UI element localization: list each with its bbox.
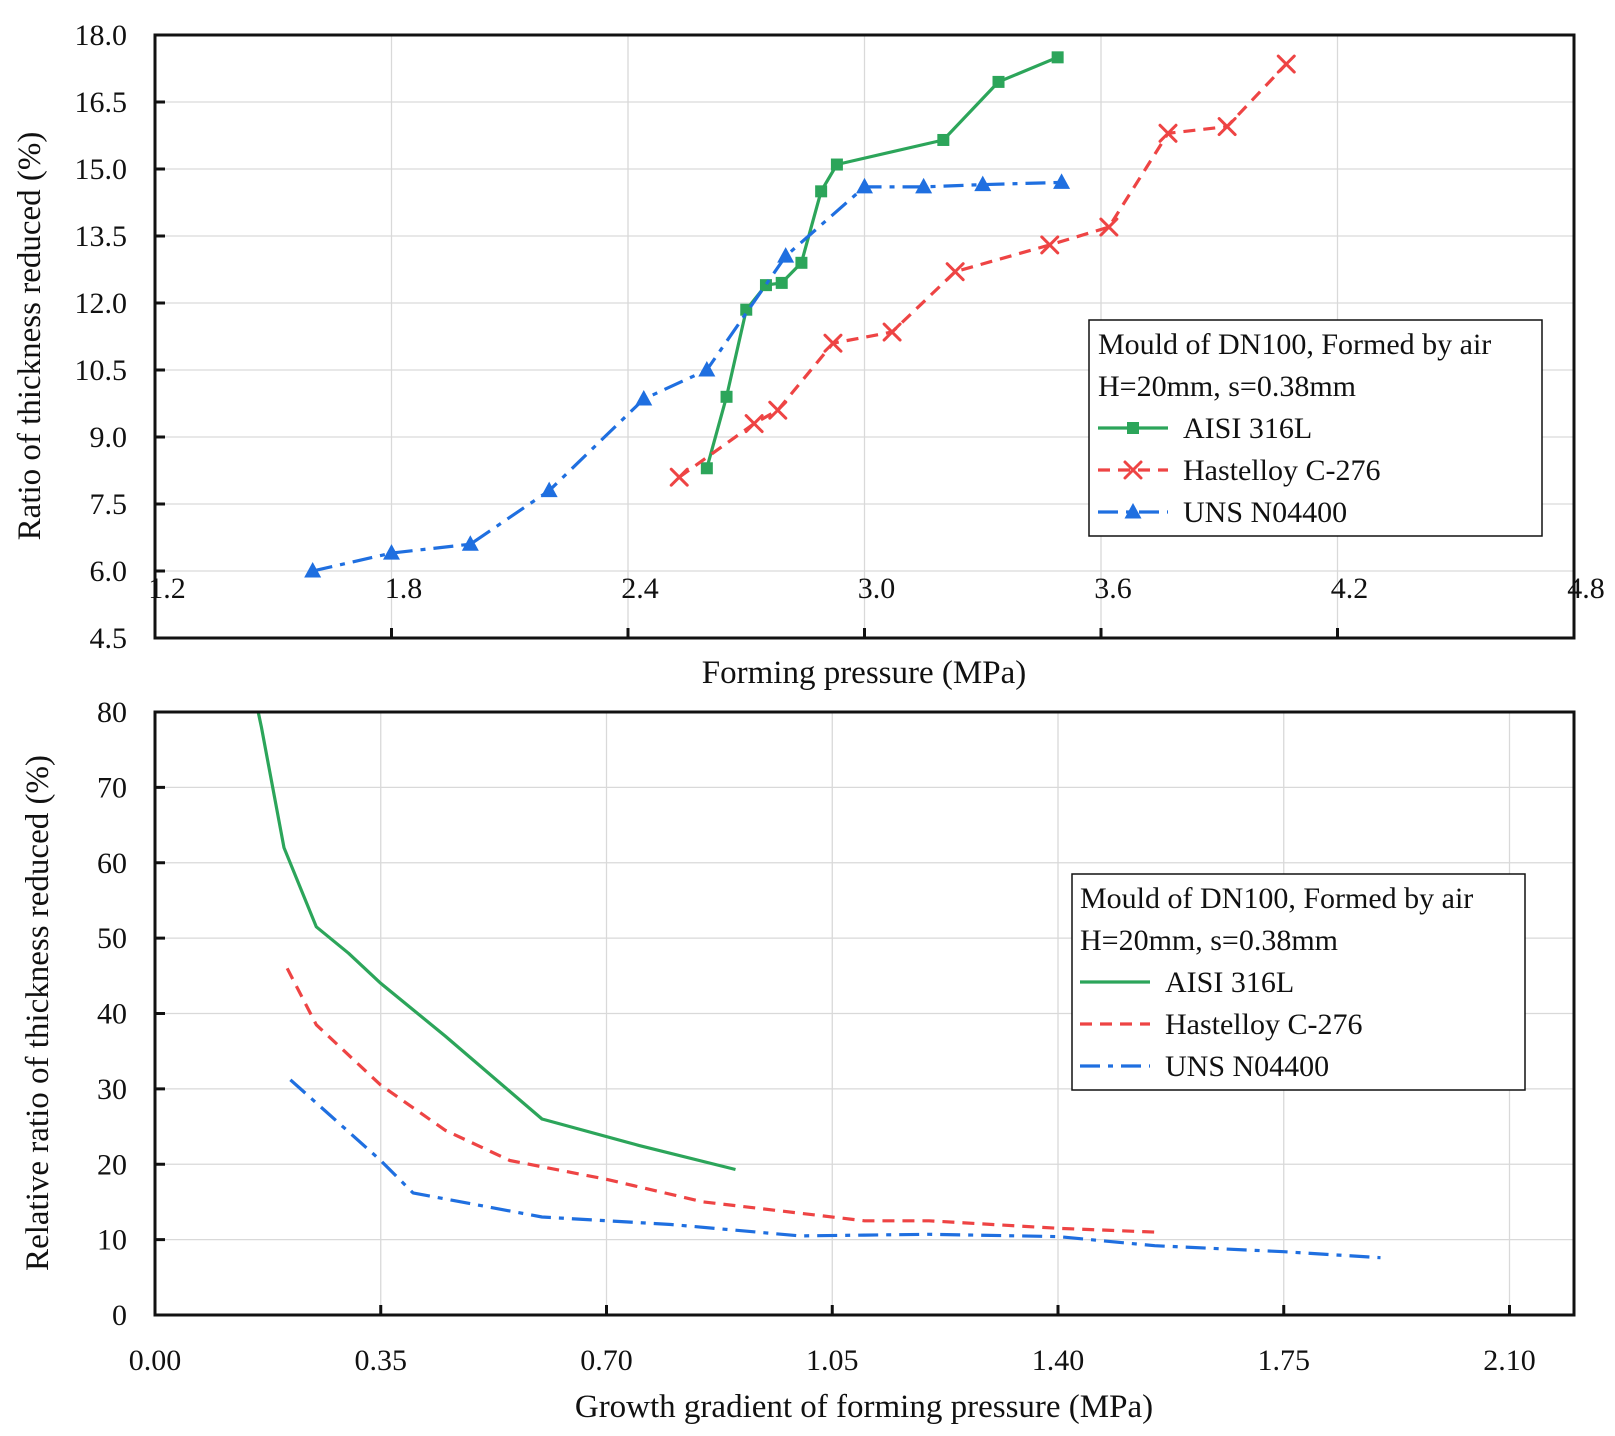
top-chart-data-point-hastelloy-c-276 (744, 414, 764, 434)
top-chart-x-tick-label: 1.8 (385, 572, 423, 605)
top-chart-legend-swatch-aisi-316l (1098, 422, 1168, 434)
bottom-chart-y-tick-label: 50 (97, 922, 127, 955)
bottom-chart-series-layer (256, 711, 1381, 1260)
bottom-chart-y-tick-label: 20 (97, 1148, 127, 1181)
top-chart-legend: Mould of DN100, Formed by air H=20mm, s=… (1088, 319, 1543, 537)
top-chart-data-point-uns-n04400 (915, 177, 933, 194)
top-chart-legend-marker-hastelloy-c-276 (1123, 460, 1143, 480)
top-chart-legend-swatch-uns (1098, 503, 1168, 519)
bottom-chart-x-tick-label: 1.40 (1032, 1344, 1085, 1377)
top-chart-x-axis-title: Forming pressure (MPa) (702, 655, 1026, 691)
top-chart-y-tick-label: 7.5 (90, 488, 128, 521)
top-chart-x-tick-label: 2.4 (621, 572, 659, 605)
top-chart-x-tick-label: 4.8 (1567, 572, 1605, 605)
bottom-chart-y-tick-label: 30 (97, 1073, 127, 1106)
bottom-chart-legend: Mould of DN100, Formed by air H=20mm, s=… (1071, 873, 1526, 1091)
top-chart-y-tick-label: 18.0 (75, 19, 128, 52)
top-chart-data-point-aisi-316l (720, 390, 733, 403)
top-chart-data-point-uns-n04400 (856, 177, 873, 194)
bottom-chart-y-tick-label: 60 (97, 847, 127, 880)
bottom-chart-y-tick-label: 0 (112, 1299, 127, 1332)
top-chart-y-tick-label: 16.5 (75, 86, 128, 119)
bottom-chart-legend-label-uns: UNS N04400 (1165, 1050, 1329, 1083)
top-chart-legend-swatch-hastelloy (1098, 460, 1168, 480)
bottom-chart-series-line-hastelloy-c-276 (285, 967, 1155, 1234)
top-chart-series-line-hastelloy-c-276 (678, 62, 1288, 479)
bottom-chart-y-tick-label: 40 (97, 998, 127, 1031)
top-chart-data-point-hastelloy-c-276 (1217, 117, 1237, 137)
bottom-chart-x-tick-label: 0.00 (129, 1344, 182, 1377)
top-chart-data-point-uns-n04400 (461, 535, 479, 551)
top-chart-y-tick-label: 6.0 (90, 555, 128, 588)
bottom-chart-legend-label-aisi-316l: AISI 316L (1165, 966, 1294, 999)
top-chart-data-point-hastelloy-c-276 (669, 467, 689, 487)
top-chart-data-point-hastelloy-c-276 (1099, 217, 1119, 237)
top-chart-y-tick-label: 10.5 (75, 354, 128, 387)
top-chart-data-point-aisi-316l (937, 133, 950, 146)
top-chart-legend-label-aisi-316l: AISI 316L (1183, 412, 1312, 445)
top-chart-data-point-uns-n04400 (304, 562, 322, 578)
top-chart-data-point-aisi-316l (1051, 51, 1064, 64)
top-chart-data-point-uns-n04400 (635, 390, 653, 406)
bottom-chart-x-tick-label: 1.75 (1258, 1344, 1311, 1377)
top-chart-data-point-uns-n04400 (974, 175, 992, 192)
top-chart-data-point-aisi-316l (775, 276, 788, 289)
top-chart-y-tick-label: 15.0 (75, 153, 128, 186)
top-chart-y-tick-label: 13.5 (75, 220, 128, 253)
top-chart-y-axis-title: Ratio of thickness reduced (%) (12, 132, 48, 541)
bottom-chart-series-line-uns-n04400 (289, 1078, 1381, 1260)
top-chart-legend-label-hastelloy: Hastelloy C-276 (1183, 454, 1380, 487)
top-chart-y-tick-label: 4.5 (90, 622, 128, 655)
bottom-chart-x-tick-label: 2.10 (1483, 1344, 1536, 1377)
top-chart-data-point-uns-n04400 (1053, 173, 1071, 189)
bottom-chart-x-axis-title: Growth gradient of forming pressure (MPa… (575, 1389, 1153, 1425)
bottom-chart-y-axis-title: Relative ratio of thickness reduced (%) (20, 755, 56, 1271)
top-chart-data-point-aisi-316l (815, 185, 828, 198)
top-chart-x-tick-label: 3.6 (1094, 572, 1132, 605)
top-chart-data-point-hastelloy-c-276 (1040, 235, 1060, 255)
top-chart-y-tick-label: 12.0 (75, 287, 128, 320)
top-chart-legend-marker-aisi-316l (1127, 422, 1139, 434)
bottom-chart-x-tick-label: 0.70 (580, 1344, 633, 1377)
top-chart-axes: 1.2 1.8 2.4 3.0 3.6 4.2 4.8 4.5 6.0 7.5 9.0 10.5 12.… (75, 19, 1605, 655)
top-chart-data-point-uns-n04400 (698, 361, 716, 377)
top-chart-data-point-aisi-316l (795, 256, 808, 269)
top-chart-x-tick-label: 1.2 (148, 572, 186, 605)
top-chart-legend-marker-uns-n04400 (1124, 503, 1142, 519)
bottom-chart-series-line-aisi-316l (256, 711, 736, 1172)
top-chart-x-tick-label: 4.2 (1331, 572, 1369, 605)
bottom-chart-legend-header-line1: Mould of DN100, Formed by air (1080, 882, 1473, 915)
bottom-chart-y-tick-label: 80 (97, 696, 127, 729)
bottom-chart-x-tick-label: 1.05 (806, 1344, 859, 1377)
top-chart-data-point-aisi-316l (700, 462, 713, 475)
top-chart-x-tick-label: 3.0 (858, 572, 896, 605)
top-chart-series-layer (304, 51, 1296, 578)
top-chart-y-tick-label: 9.0 (90, 421, 128, 454)
top-chart-legend-header-line1: Mould of DN100, Formed by air (1098, 328, 1491, 361)
top-chart-data-point-hastelloy-c-276 (1158, 123, 1178, 143)
top-chart-data-point-aisi-316l (830, 158, 843, 171)
bottom-chart-axes: 0.00 0.35 0.70 1.05 1.40 1.75 2.10 0 10 20 30 40 50 6… (97, 696, 1536, 1377)
top-chart-data-point-hastelloy-c-276 (945, 262, 965, 282)
bottom-chart-y-tick-label: 70 (97, 771, 127, 804)
top-chart-data-point-aisi-316l (740, 303, 753, 316)
bottom-chart-legend-header-line2: H=20mm, s=0.38mm (1080, 924, 1338, 957)
bottom-chart-y-tick-label: 10 (97, 1224, 127, 1257)
top-chart-data-point-uns-n04400 (383, 544, 400, 560)
top-chart-data-point-uns-n04400 (540, 481, 558, 498)
top-chart-legend-header-line2: H=20mm, s=0.38mm (1098, 370, 1356, 403)
top-chart-data-point-hastelloy-c-276 (768, 400, 788, 420)
top-chart-data-point-aisi-316l (992, 75, 1005, 88)
top-chart-data-point-hastelloy-c-276 (1276, 54, 1296, 74)
bottom-chart: 0.00 0.35 0.70 1.05 1.40 1.75 2.10 0 10 20 30 40 50 6… (20, 696, 1576, 1425)
top-chart-data-point-hastelloy-c-276 (882, 322, 902, 342)
top-chart: 1.2 1.8 2.4 3.0 3.6 4.2 4.8 4.5 6.0 7.5 9.0 10.5 12.… (12, 19, 1605, 691)
bottom-chart-x-tick-label: 0.35 (355, 1344, 408, 1377)
top-chart-legend-label-uns: UNS N04400 (1183, 496, 1347, 529)
top-chart-data-point-uns-n04400 (777, 247, 795, 263)
bottom-chart-legend-label-hastelloy: Hastelloy C-276 (1165, 1008, 1362, 1041)
top-chart-data-point-hastelloy-c-276 (823, 333, 843, 353)
